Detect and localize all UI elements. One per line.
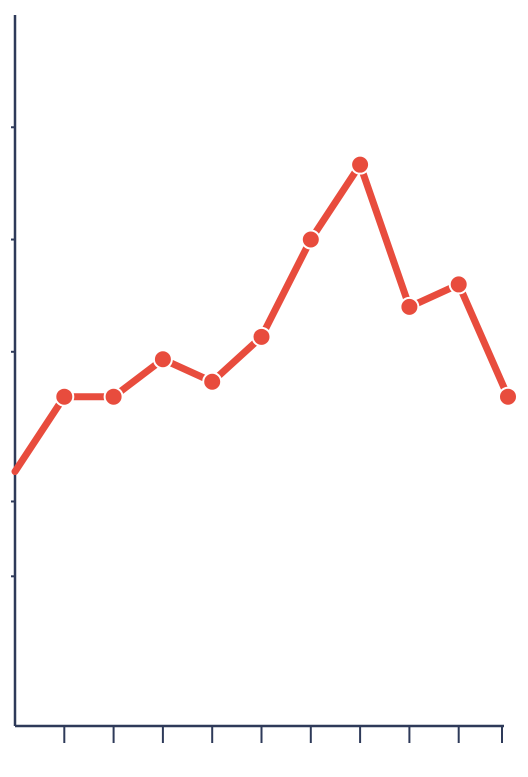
data-point-5	[251, 326, 272, 347]
data-point-9	[448, 274, 469, 295]
x-axis-ticks	[63, 726, 503, 743]
data-point-2	[103, 386, 124, 407]
data-point-1	[54, 386, 75, 407]
data-point-3	[152, 349, 173, 370]
series-line-0	[11, 161, 512, 476]
data-point-10	[498, 386, 518, 407]
axes	[11, 15, 504, 743]
data-point-4	[202, 371, 223, 392]
data-point-6	[300, 229, 321, 250]
data-point-7	[350, 154, 371, 175]
series-group	[11, 154, 518, 476]
y-axis-ticks	[11, 126, 15, 578]
data-point-8	[399, 296, 420, 317]
